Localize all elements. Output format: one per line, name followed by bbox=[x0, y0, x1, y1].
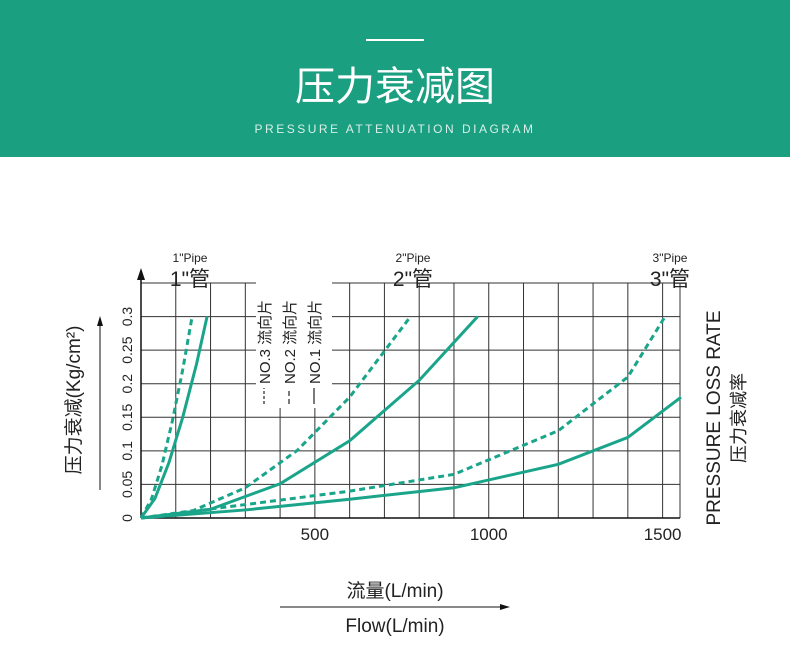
y-tick-label: 0.25 bbox=[119, 336, 135, 363]
curve bbox=[139, 316, 194, 519]
title: 压力衰减图 bbox=[295, 65, 495, 109]
curve bbox=[140, 315, 479, 520]
right-label: PRESSURE LOSS RATE bbox=[704, 310, 725, 525]
banner bbox=[0, 0, 790, 157]
subtitle: PRESSURE ATTENUATION DIAGRAM bbox=[255, 122, 536, 136]
x-tick-label: 1500 bbox=[644, 525, 682, 544]
right-label-cn: 压力衰减率 bbox=[729, 373, 749, 463]
y-tick-label: 0.1 bbox=[119, 441, 135, 461]
x-axis-label-en: Flow(L/min) bbox=[345, 616, 444, 637]
y-tick-label: 0.15 bbox=[119, 403, 135, 430]
y-tick-label: 0.3 bbox=[119, 307, 135, 327]
y-tick-label: 0.2 bbox=[119, 374, 135, 394]
curve bbox=[140, 315, 667, 520]
plot: NO.3 流向片 NO.2 流向片 NO.1 流向片 500 1000 1500 0 0.05… bbox=[63, 251, 749, 637]
legend-text: NO.3 流向片 bbox=[257, 300, 274, 384]
legend-text: NO.1 流向片 bbox=[307, 300, 324, 384]
y-axis-arrow bbox=[137, 268, 145, 280]
curve bbox=[140, 395, 682, 520]
pipe-label: 3"Pipe bbox=[653, 251, 688, 265]
y-axis-label: 压力衰减(Kg/cm²) bbox=[63, 326, 85, 475]
x-tick-label: 500 bbox=[301, 525, 329, 544]
pipe-label: 2"Pipe bbox=[396, 251, 431, 265]
legend-box bbox=[256, 272, 332, 408]
legend-text: NO.2 流向片 bbox=[282, 300, 299, 384]
x-tick-label: 1000 bbox=[470, 525, 508, 544]
pipe-label-cn: 1"管 bbox=[170, 268, 210, 291]
x-label-arrow-head bbox=[500, 604, 510, 610]
x-axis-label: 流量(L/min) bbox=[346, 580, 443, 602]
curve bbox=[139, 316, 209, 519]
pipe-label: 1"Pipe bbox=[173, 251, 208, 265]
y-tick-label: 0.05 bbox=[119, 471, 135, 498]
y-tick-label: 0 bbox=[119, 514, 135, 522]
pipe-label-cn: 3"管 bbox=[650, 268, 690, 291]
y-label-arrow-head bbox=[97, 316, 103, 326]
pipe-label-cn: 2"管 bbox=[393, 268, 433, 291]
